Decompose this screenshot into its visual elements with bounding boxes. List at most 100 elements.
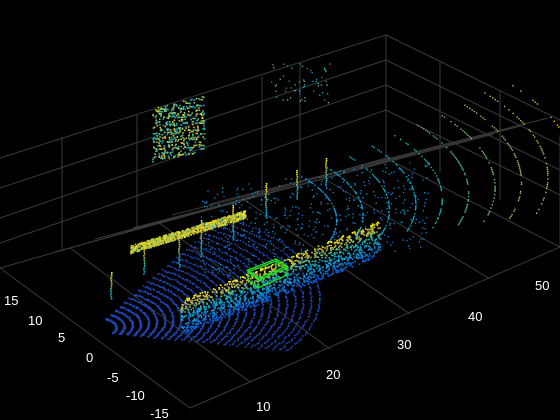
point-cloud-point [186, 299, 189, 302]
point-cloud-point [193, 327, 196, 330]
point-cloud-point [346, 244, 348, 246]
point-cloud-point [228, 217, 231, 220]
point-cloud-point [279, 281, 281, 283]
point-cloud-point [315, 255, 317, 257]
point-cloud-point [294, 325, 297, 328]
point-cloud-point [144, 244, 147, 246]
point-cloud-point [132, 246, 134, 248]
point-cloud-point [259, 230, 262, 233]
point-cloud-point [159, 298, 161, 301]
point-cloud-point [232, 283, 235, 285]
point-cloud-point [224, 218, 226, 221]
point-cloud-point [285, 312, 288, 314]
point-cloud-point [305, 259, 308, 261]
point-cloud-point [212, 240, 215, 243]
point-cloud-point [220, 318, 223, 320]
point-cloud-point [296, 172, 298, 174]
point-cloud-point [205, 339, 208, 342]
point-cloud-point [168, 136, 171, 139]
point-cloud-point [188, 340, 191, 343]
point-cloud-point [204, 322, 206, 324]
point-cloud-point [198, 286, 200, 289]
point-cloud-point [167, 306, 170, 309]
point-cloud-point [214, 305, 216, 308]
point-cloud-point [122, 312, 125, 315]
point-cloud-point [177, 282, 180, 284]
point-cloud-point [147, 324, 150, 326]
point-cloud-point [184, 301, 186, 304]
point-cloud-point [203, 305, 205, 308]
point-cloud-point [267, 339, 270, 341]
point-cloud-point [373, 241, 376, 244]
point-cloud-point [291, 319, 293, 322]
point-cloud-point [368, 253, 371, 255]
point-cloud-point [209, 299, 212, 302]
point-cloud-point [164, 320, 167, 323]
point-cloud-point [379, 249, 382, 251]
point-cloud-point [135, 315, 138, 318]
point-cloud-point [221, 264, 223, 266]
point-cloud-point [298, 276, 301, 279]
point-cloud-point [201, 312, 203, 314]
point-cloud-point [244, 291, 246, 293]
point-cloud-point [232, 217, 234, 219]
point-cloud-point [196, 310, 198, 312]
point-cloud-point [262, 267, 264, 270]
point-cloud-point [235, 297, 237, 299]
point-cloud-point [173, 106, 175, 109]
point-cloud-point [366, 253, 368, 256]
point-cloud-point [265, 298, 268, 301]
point-cloud-point [316, 313, 318, 315]
point-cloud-point [251, 339, 254, 341]
point-cloud-point [264, 297, 266, 299]
point-cloud-point [235, 299, 237, 302]
point-cloud-point [277, 247, 280, 250]
point-cloud-point [288, 333, 290, 336]
point-cloud-point [340, 250, 342, 253]
point-cloud-point [199, 133, 202, 136]
point-cloud-point [250, 275, 253, 277]
point-cloud-point [321, 260, 324, 262]
point-cloud-point [169, 278, 171, 281]
point-cloud-point [265, 213, 268, 215]
point-cloud-point [227, 305, 229, 308]
point-cloud-point [171, 107, 174, 110]
point-cloud-point [225, 335, 227, 337]
point-cloud-point [183, 106, 185, 108]
point-cloud-point [255, 274, 258, 276]
point-cloud-point [291, 260, 293, 263]
point-cloud-point [265, 285, 267, 288]
point-cloud-point [270, 300, 273, 302]
point-cloud-point [329, 260, 332, 262]
point-cloud-point [194, 228, 197, 230]
point-cloud-point [131, 250, 133, 252]
point-cloud-point [200, 231, 202, 233]
point-cloud-point [120, 307, 122, 309]
point-cloud-point [326, 270, 328, 273]
point-cloud-point [164, 239, 167, 242]
point-cloud-point [377, 221, 379, 224]
point-cloud-point [191, 153, 194, 155]
point-cloud-point [337, 269, 340, 272]
point-cloud-point [181, 128, 184, 130]
point-cloud-point [285, 335, 287, 338]
point-cloud-point [236, 279, 238, 281]
point-cloud-point [356, 245, 358, 247]
point-cloud-point [192, 134, 194, 136]
point-cloud-point [255, 300, 258, 302]
point-cloud-point [184, 121, 187, 124]
point-cloud-point [307, 280, 309, 283]
point-cloud-point [365, 239, 367, 241]
point-cloud-point [171, 312, 174, 315]
point-cloud-point [221, 289, 224, 292]
point-cloud-point [365, 258, 368, 260]
point-cloud-point [229, 277, 231, 280]
point-cloud-point [310, 297, 312, 299]
point-cloud-point [287, 274, 289, 277]
point-cloud-point [201, 267, 203, 270]
point-cloud-point [142, 333, 145, 335]
point-cloud-point [371, 230, 373, 233]
point-cloud-point [373, 252, 376, 254]
point-cloud-point [245, 309, 248, 311]
